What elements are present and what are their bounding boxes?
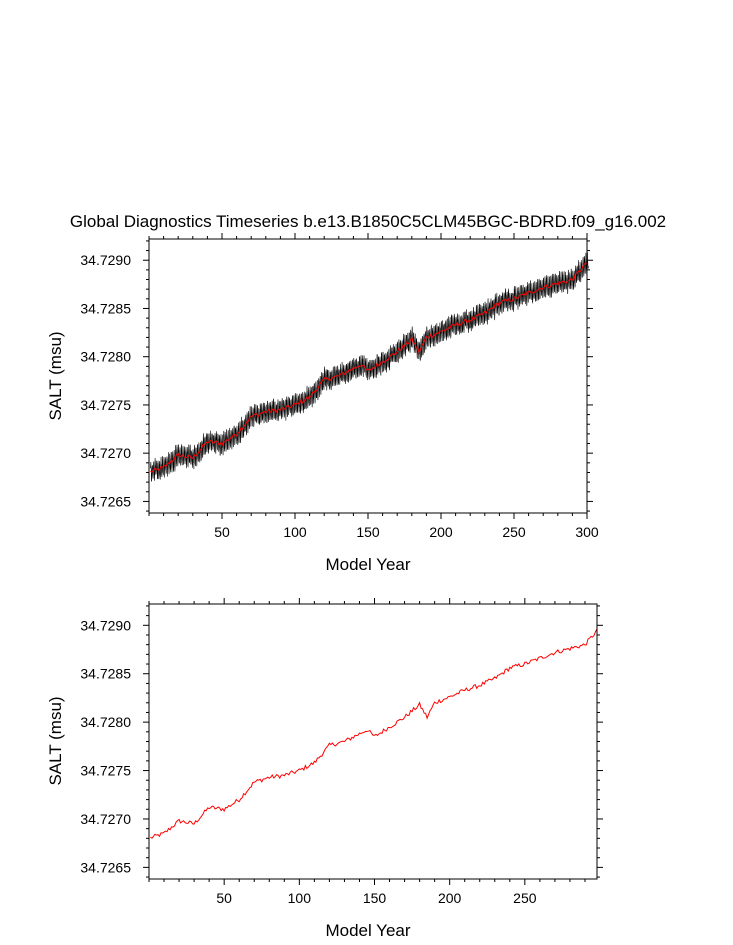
top-x-tick-label: 150 bbox=[356, 524, 380, 540]
top-x-tick-label: 200 bbox=[429, 524, 453, 540]
top-x-axis-label: Model Year bbox=[325, 555, 410, 574]
bottom-y-tick-label: 34.7280 bbox=[80, 714, 131, 730]
top-y-tick-label: 34.7275 bbox=[80, 397, 131, 413]
top-plot-frame bbox=[148, 238, 588, 514]
top-x-tick-label: 50 bbox=[214, 524, 230, 540]
top-y-tick-label: 34.7280 bbox=[80, 349, 131, 365]
bottom-y-tick-label: 34.7265 bbox=[80, 859, 131, 875]
bottom-x-tick-label: 250 bbox=[513, 890, 537, 906]
top-panel: 50 100 150 200 250 300 34.7265 34.7270 34.7275 34… bbox=[46, 233, 599, 574]
top-y-tick-label: 34.7265 bbox=[80, 493, 131, 509]
bottom-x-tick-label: 200 bbox=[438, 890, 462, 906]
bottom-x-tick-label: 100 bbox=[288, 890, 312, 906]
bottom-y-tick-label: 34.7270 bbox=[80, 811, 131, 827]
bottom-panel: 50 100 150 200 250 34.7265 34.7270 34.7275 34.72… bbox=[46, 598, 603, 940]
bottom-series-annual bbox=[150, 628, 598, 839]
top-y-tick-label: 34.7285 bbox=[80, 300, 131, 316]
bottom-y-tick-label: 34.7290 bbox=[80, 617, 131, 633]
top-y-axis-label: SALT (msu) bbox=[46, 331, 65, 420]
top-y-tick-label: 34.7270 bbox=[80, 445, 131, 461]
bottom-y-tick-label: 34.7275 bbox=[80, 763, 131, 779]
top-x-tick-label: 100 bbox=[283, 524, 307, 540]
top-x-tick-label: 250 bbox=[502, 524, 526, 540]
bottom-y-axis-label: SALT (msu) bbox=[46, 696, 65, 785]
bottom-y-tick-label: 34.7285 bbox=[80, 666, 131, 682]
top-series-annual bbox=[150, 261, 588, 474]
bottom-plot-frame bbox=[148, 603, 598, 880]
bottom-x-tick-label: 150 bbox=[363, 890, 387, 906]
top-y-tick-label: 34.7290 bbox=[80, 252, 131, 268]
bottom-x-tick-label: 50 bbox=[216, 890, 232, 906]
top-x-tick-label: 300 bbox=[575, 524, 599, 540]
top-series-monthly bbox=[150, 252, 589, 482]
chart-title: Global Diagnostics Timeseries b.e13.B185… bbox=[70, 212, 666, 231]
bottom-x-axis-label: Model Year bbox=[325, 921, 410, 940]
